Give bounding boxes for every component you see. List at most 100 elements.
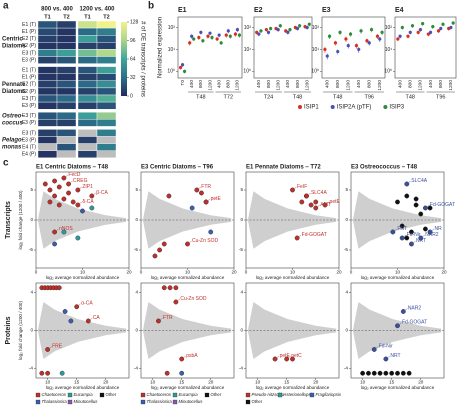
legend-label: Chaetoceros	[147, 392, 172, 397]
x-tick-label: 400	[356, 80, 362, 88]
row-group-label: Pelago-	[2, 138, 24, 144]
legend-marker	[67, 399, 73, 405]
y-tick-label: 0	[30, 217, 33, 222]
dot	[298, 24, 302, 28]
label-leader	[385, 355, 390, 360]
heatmap-cell	[96, 80, 117, 89]
point-label: Fd-GOGAT	[302, 232, 327, 238]
legend-marker	[330, 105, 335, 109]
point-label: psbA	[186, 353, 198, 359]
panel-label: c	[3, 158, 9, 169]
label-leader	[403, 308, 408, 312]
heatmap-cell	[56, 119, 77, 127]
point-label: Fd-GOGAT	[402, 320, 427, 326]
plot-title: E3	[322, 7, 331, 14]
label-leader	[297, 234, 302, 239]
point	[406, 370, 412, 376]
point-label: α-CA	[81, 301, 93, 307]
x-tick-label: 20	[441, 270, 447, 275]
point	[66, 190, 71, 196]
heatmap-cell	[77, 42, 98, 50]
labeled-point	[61, 175, 67, 181]
dot	[278, 24, 282, 28]
dot	[237, 33, 242, 37]
x-tick-label: T0	[180, 80, 186, 86]
point	[299, 199, 305, 205]
heatmap-cell	[96, 94, 117, 103]
point	[59, 370, 65, 376]
x-axis-label: log₂ average normalized abundance	[151, 385, 225, 390]
heatmap-cell	[96, 150, 117, 158]
row-label: E2 (T)	[22, 36, 36, 42]
y-tick-label: 4	[240, 290, 243, 295]
point-label: ZIP1	[82, 184, 93, 190]
dot	[346, 43, 350, 48]
x-tick-label: 15	[179, 380, 185, 385]
dot	[336, 49, 340, 54]
y-tick-label: 10⁰	[167, 69, 175, 75]
point-label: FTR	[163, 315, 173, 321]
point	[313, 199, 319, 205]
point	[413, 196, 419, 202]
legend-label: Other	[211, 392, 222, 397]
heatmap-cell	[37, 27, 58, 36]
dot	[380, 30, 384, 34]
heatmap-cell	[37, 20, 58, 29]
legend-marker	[35, 399, 41, 405]
legend-label: Fragilariopsis	[316, 392, 342, 397]
point	[42, 181, 48, 187]
colorbar-tick-label: 96	[130, 38, 136, 44]
row-group-label: Centric	[2, 36, 23, 42]
heatmap-cell	[96, 20, 117, 29]
label-leader	[315, 204, 320, 209]
point	[199, 190, 204, 196]
dot	[431, 24, 435, 29]
dot	[182, 69, 187, 73]
heatmap-cell	[96, 87, 117, 96]
point	[413, 202, 419, 208]
dot	[219, 41, 223, 45]
y-axis-label: log₂ fold change (1200 / 400)	[18, 301, 23, 360]
y-tick-label: 0	[135, 328, 138, 333]
x-tick-label: 10	[185, 270, 191, 275]
dot	[201, 39, 205, 43]
row-label: E3 (P)	[22, 120, 37, 126]
legend-label: Chaetoceros	[42, 392, 67, 397]
x-tick-label: 20	[103, 380, 109, 385]
label-leader	[77, 201, 82, 206]
colorbar-tick-label: 0	[130, 93, 133, 99]
point-label: Fd-Nir	[407, 232, 421, 238]
x-tick-label: 1200	[346, 80, 352, 91]
point-label: petE	[330, 199, 341, 205]
x-tick-label: 20	[208, 380, 214, 385]
legend-marker	[245, 392, 251, 398]
colorbar	[121, 22, 127, 96]
dot	[367, 41, 371, 45]
group-label: T48	[406, 94, 415, 100]
y-tick-label: -4	[239, 366, 244, 371]
row-label: E2 (P)	[22, 89, 37, 95]
dot	[327, 34, 332, 38]
heatmap-cell	[37, 143, 58, 151]
group-label: T72	[224, 94, 233, 100]
label-leader	[205, 198, 211, 203]
point	[52, 193, 57, 199]
heatmap-cell	[56, 80, 77, 89]
dot	[259, 29, 263, 33]
y-tick-label: 4	[30, 290, 33, 295]
heatmap-cell	[37, 35, 58, 43]
label-leader	[63, 174, 69, 179]
point	[161, 285, 167, 291]
legend-label: ISIP1	[304, 105, 319, 111]
x-tick-label: 400	[256, 80, 262, 88]
dot	[188, 41, 192, 45]
y-tick-label: -5	[29, 247, 34, 252]
dot	[257, 32, 261, 36]
point	[47, 187, 53, 193]
x-axis-label: log₂ average normalized abundance	[361, 275, 435, 280]
x-tick-label: 15	[74, 380, 80, 385]
row-label: E3 (T)	[22, 113, 36, 119]
x-axis-label: log₂ average normalized abundance	[46, 275, 120, 280]
x-tick-label: 400	[189, 80, 195, 88]
x-tick-label: 15	[284, 380, 290, 385]
